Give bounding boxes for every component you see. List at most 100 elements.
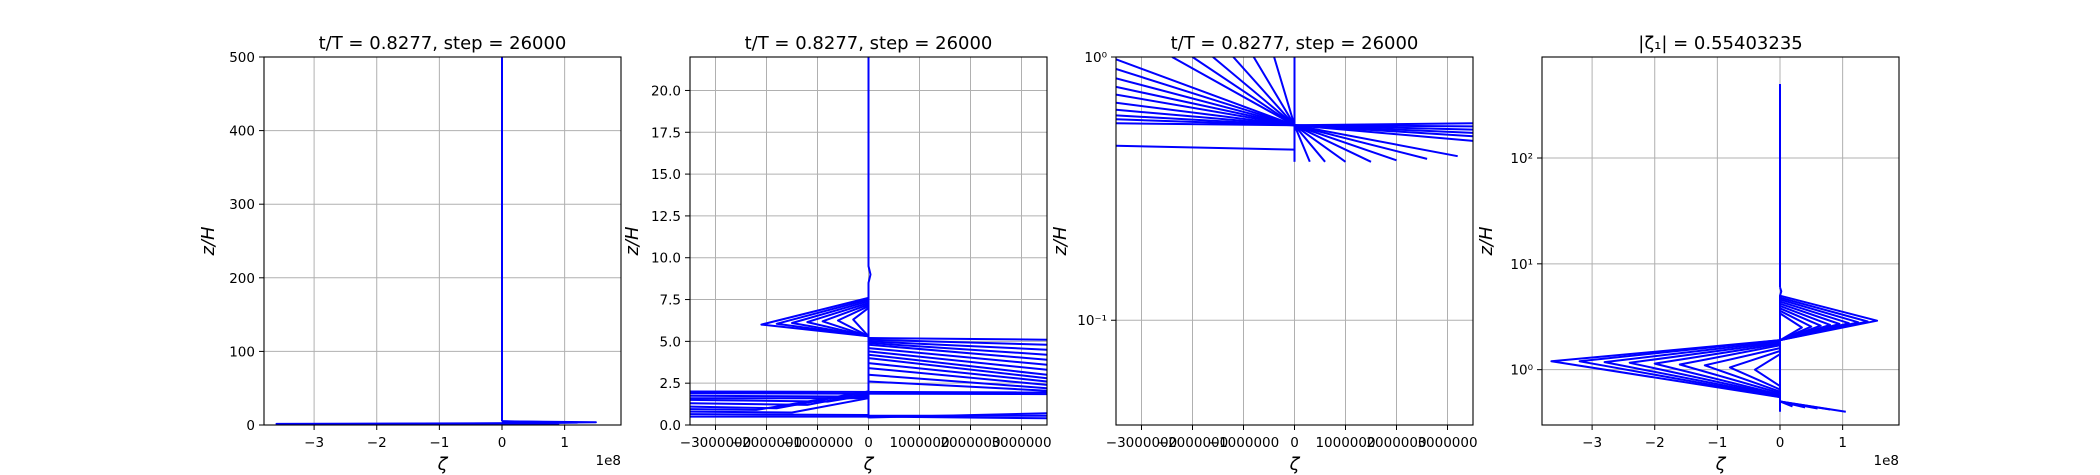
y-tick-label: 5.0 xyxy=(660,334,681,350)
series-line-15 xyxy=(1628,341,1781,397)
y-axis-label: z/H xyxy=(1476,226,1497,257)
series-line-13 xyxy=(868,343,1047,361)
x-tick-label: −1 xyxy=(429,435,449,451)
subplot-title: t/T = 0.8277, step = 26000 xyxy=(1171,33,1419,54)
series-group xyxy=(690,57,1047,420)
series-line-16 xyxy=(868,353,1047,376)
y-axis-label: z/H xyxy=(1050,226,1071,257)
series-line-10 xyxy=(868,338,1047,346)
axes-frame xyxy=(263,56,622,426)
y-tick-label: 20.0 xyxy=(651,83,681,99)
x-tick-label: 3000000 xyxy=(1417,435,1477,451)
series-line-27 xyxy=(1294,124,1428,160)
y-tick-label: 10⁻¹ xyxy=(1077,313,1107,329)
series-line-11 xyxy=(868,340,1047,351)
series-line-11 xyxy=(1116,68,1295,127)
y-tick-label: 10² xyxy=(1510,151,1533,167)
y-axis-label: z/H xyxy=(198,226,219,257)
y-axis-label: z/H xyxy=(622,226,643,257)
axes-frame xyxy=(1541,56,1900,426)
y-tick-label: 500 xyxy=(229,50,255,66)
y-tick-label: 100 xyxy=(229,344,255,360)
series-line-32 xyxy=(1293,124,1311,163)
x-tick-label: −1000000 xyxy=(782,435,853,451)
subplot-1: −3 −2 −1 0 1 0 100 200 300 400 500 t/T = 0.8277, st… xyxy=(198,33,622,475)
x-tick-label: −2000000 xyxy=(731,435,802,451)
y-tick-label: 10⁰ xyxy=(1084,50,1107,66)
series-line-10 xyxy=(1116,58,1295,127)
series-line-12 xyxy=(868,342,1047,356)
x-tick-label: −3 xyxy=(1582,435,1602,451)
x-tick-label: 0 xyxy=(1776,435,1785,451)
x-tick-label: −1 xyxy=(1707,435,1727,451)
x-tick-label: 0 xyxy=(1290,435,1299,451)
series-line-13 xyxy=(1578,339,1781,399)
series-line-19 xyxy=(868,367,1047,386)
series-line-21 xyxy=(868,380,1047,392)
series-line-34 xyxy=(868,415,1047,420)
x-tick-label: 3000000 xyxy=(991,435,1051,451)
series-line-28 xyxy=(1294,124,1397,162)
series-line-20 xyxy=(868,373,1047,390)
x-axis-label: ζ xyxy=(1289,454,1301,475)
x-tick-label: −1000000 xyxy=(1208,435,1279,451)
x-tick-label: 0 xyxy=(498,435,507,451)
series-line-31 xyxy=(690,413,869,416)
series-line-5 xyxy=(344,422,503,425)
x-tick-label: 2000000 xyxy=(940,435,1000,451)
series-line-27 xyxy=(690,392,869,406)
series-line-31 xyxy=(1293,124,1326,163)
x-tick-label: 1000000 xyxy=(1315,435,1375,451)
y-tick-label: 10⁰ xyxy=(1510,363,1533,379)
series-line-18 xyxy=(868,362,1047,383)
series-line-14 xyxy=(1603,340,1781,398)
series-line-4 xyxy=(1171,57,1295,127)
series-line-30 xyxy=(690,397,869,414)
x-tick-label: 1 xyxy=(560,435,569,451)
x-axis-label: ζ xyxy=(863,454,875,475)
x-tick-label: −2000000 xyxy=(1157,435,1228,451)
subplot-2: −3000000−2000000−1000000 0 100000020000003… xyxy=(622,33,1052,475)
series-line-16 xyxy=(1653,342,1781,396)
y-tick-label: 15.0 xyxy=(651,167,681,183)
series-line-3 xyxy=(501,420,579,425)
series-line-14 xyxy=(868,347,1047,366)
series-line-14 xyxy=(1116,93,1295,127)
series-line-17 xyxy=(868,357,1047,380)
series-line-8 xyxy=(1252,57,1296,126)
series-line-25 xyxy=(1779,400,1793,408)
series-line-29 xyxy=(690,390,869,411)
series-line-5 xyxy=(806,301,869,338)
x-axis-label: ζ xyxy=(437,454,449,475)
x-tick-label: −3 xyxy=(304,435,324,451)
x-offset-label: 1e8 xyxy=(596,453,621,469)
series-line-9 xyxy=(868,337,1047,341)
y-tick-label: 0 xyxy=(246,418,255,434)
x-tick-label: −2 xyxy=(367,435,387,451)
series-line-15 xyxy=(1116,101,1295,127)
x-tick-label: 0 xyxy=(864,435,873,451)
series-line-19 xyxy=(1116,122,1295,127)
series-line-9 xyxy=(1273,57,1296,126)
y-tick-label: 7.5 xyxy=(660,293,681,309)
series-line-5 xyxy=(1191,57,1296,127)
series-group xyxy=(275,57,597,425)
series-line-11 xyxy=(1779,312,1803,342)
series-line-17 xyxy=(1678,344,1781,395)
series-line-2 xyxy=(1779,286,1783,412)
series-line-13 xyxy=(1116,85,1295,127)
series-line-7 xyxy=(836,305,869,338)
series-line-4 xyxy=(791,300,869,338)
x-tick-label: 1 xyxy=(1838,435,1847,451)
y-tick-label: 300 xyxy=(229,197,255,213)
x-axis-label: ζ xyxy=(1715,454,1727,475)
y-tick-label: 10.0 xyxy=(651,251,681,267)
y-tick-label: 17.5 xyxy=(651,125,681,141)
subplot-4: −3 −2 −1 0 1 10⁰ 10¹ 10² |ζ₁| = 0.55403235 ζ z/H 1e… xyxy=(1476,33,1900,475)
subplot-title: |ζ₁| = 0.55403235 xyxy=(1638,33,1802,54)
series-line-18 xyxy=(1703,347,1781,393)
series-line-3 xyxy=(1116,144,1295,151)
series-line-6 xyxy=(1212,57,1296,127)
x-offset-label: 1e8 xyxy=(1874,453,1899,469)
subplot-3: −3000000−2000000−1000000 0 100000020000003… xyxy=(1050,33,1478,475)
